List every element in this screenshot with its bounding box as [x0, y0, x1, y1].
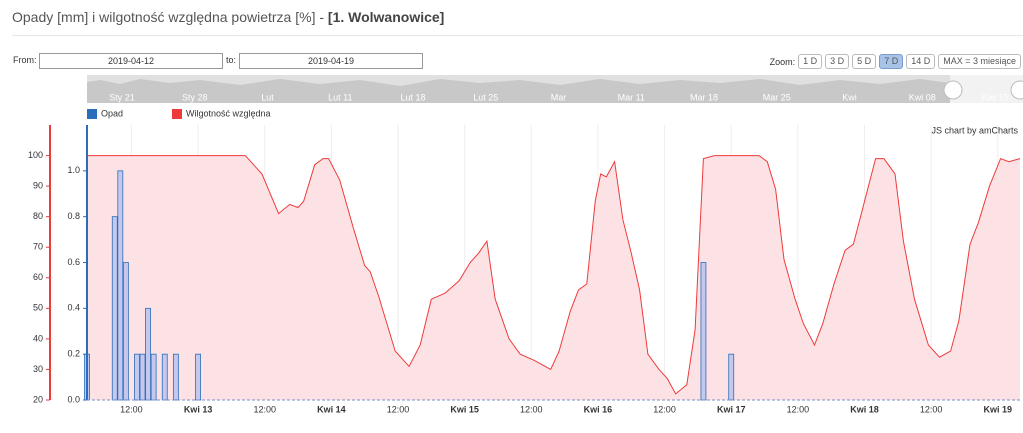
- x-tick-label: Kwi 13: [184, 404, 213, 414]
- scrollbar-label: Kwi 08: [909, 92, 936, 102]
- credit: JS chart by amCharts: [931, 125, 1018, 135]
- scrollbar-label: Sty 21: [109, 92, 135, 102]
- bar: [117, 170, 124, 401]
- x-tick-label: Kwi 18: [850, 404, 879, 414]
- y-tick-label: 60: [33, 272, 43, 282]
- legend-label: Wilgotność względna: [186, 108, 271, 118]
- divider: [12, 35, 1023, 36]
- zoom-button[interactable]: 5 D: [852, 54, 877, 69]
- y-tick-label: 50: [33, 303, 43, 313]
- zoom-label: Zoom:: [769, 56, 796, 67]
- bar: [172, 353, 179, 401]
- y2-tick-label: 0.0: [67, 394, 80, 404]
- bar: [700, 262, 707, 401]
- scrollbar-label: Lut 11: [328, 92, 352, 102]
- x-tick-label: 12:00: [387, 404, 410, 414]
- scrollbar-label: Lut 18: [400, 92, 425, 102]
- scrollbar-label: Sty 28: [182, 92, 208, 102]
- y2-tick-label: 0.6: [67, 257, 80, 267]
- scrollbar-label: Lut 25: [473, 92, 498, 102]
- bar: [728, 353, 735, 401]
- y-tick-label: 70: [33, 242, 43, 252]
- bar: [122, 262, 129, 401]
- x-tick-label: 12:00: [520, 404, 543, 414]
- chart-title: Opady [mm] i wilgotność względna powietr…: [12, 9, 325, 25]
- to-input[interactable]: 2019-04-19: [239, 53, 423, 69]
- scrollbar-preview: [87, 79, 950, 103]
- zoom-button[interactable]: 7 D: [879, 54, 904, 69]
- scrollbar-label: Mar 25: [763, 92, 791, 102]
- x-tick-label: Kwi 16: [584, 404, 613, 414]
- bar: [111, 216, 118, 401]
- bar: [145, 307, 151, 401]
- y-tick-label: 100: [28, 150, 43, 160]
- scrollbar-label: Lut: [261, 92, 274, 102]
- y2-tick-label: 0.4: [67, 303, 80, 313]
- bar: [150, 353, 157, 401]
- zoom-button[interactable]: 14 D: [906, 54, 936, 69]
- scrollbar-handle[interactable]: [1010, 80, 1023, 100]
- x-tick-label: 12:00: [653, 404, 676, 414]
- x-tick-label: Kwi 15: [450, 404, 479, 414]
- zoom-button[interactable]: 1 D: [798, 54, 823, 69]
- to-label: to:: [226, 55, 237, 65]
- scrollbar-label: Mar: [551, 92, 567, 102]
- zoom-button[interactable]: 3 D: [825, 54, 850, 69]
- x-tick-label: 12:00: [253, 404, 276, 414]
- scrollbar-label: Kwi 15: [981, 92, 1008, 102]
- y-tick-label: 40: [33, 333, 43, 343]
- y2-tick-label: 0.2: [67, 349, 80, 359]
- station-name: [1. Wolwanowice]: [327, 9, 445, 25]
- title-row: Opady [mm] i wilgotność względna powietr…: [12, 9, 444, 25]
- x-tick-label: 12:00: [120, 404, 143, 414]
- legend-swatch: [172, 109, 182, 119]
- bar: [161, 353, 168, 401]
- y-tick-label: 80: [33, 211, 43, 221]
- y2-tick-label: 1.0: [67, 165, 80, 175]
- bar: [195, 353, 201, 401]
- scrollbar-handle[interactable]: [943, 80, 963, 100]
- bar: [139, 353, 146, 401]
- legend-label: Opad: [101, 108, 123, 118]
- zoom-button[interactable]: MAX = 3 miesiące: [938, 54, 1021, 69]
- bar: [134, 353, 140, 401]
- line: [87, 155, 1021, 395]
- scrollbar-label: Kwi: [842, 92, 857, 102]
- y-tick-label: 30: [33, 364, 43, 374]
- x-tick-label: Kwi 17: [717, 404, 746, 414]
- y-tick-label: 20: [33, 394, 43, 404]
- x-tick-label: 12:00: [787, 404, 810, 414]
- x-tick-label: Kwi 14: [317, 404, 346, 414]
- x-tick-label: 12:00: [920, 404, 943, 414]
- scrollbar-label: Mar 18: [690, 92, 718, 102]
- y-tick-label: 90: [33, 180, 43, 190]
- y2-tick-label: 0.8: [67, 211, 80, 221]
- from-label: From:: [13, 55, 37, 65]
- from-input[interactable]: 2019-04-12: [39, 53, 223, 69]
- x-tick-label: Kwi 19: [984, 404, 1013, 414]
- legend-swatch: [87, 109, 97, 119]
- scrollbar-label: Mar 11: [618, 92, 645, 102]
- area: [87, 155, 1020, 400]
